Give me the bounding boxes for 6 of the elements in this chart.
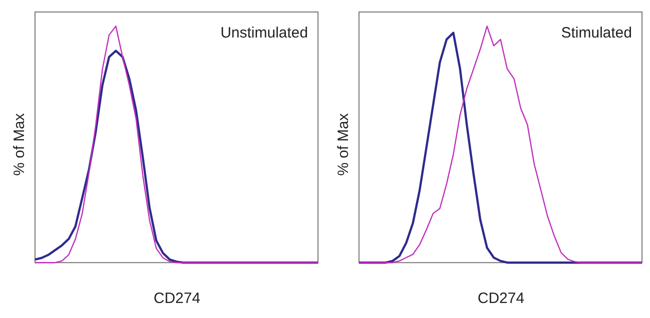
annotation: Stimulated [561, 24, 632, 42]
y-axis-title: % of Max [10, 112, 28, 176]
annotation: Unstimulated [220, 24, 308, 42]
x-axis-title: CD274 [476, 290, 526, 307]
y-axis-title: % of Max [334, 112, 352, 176]
x-axis-title: CD274 [152, 290, 202, 307]
